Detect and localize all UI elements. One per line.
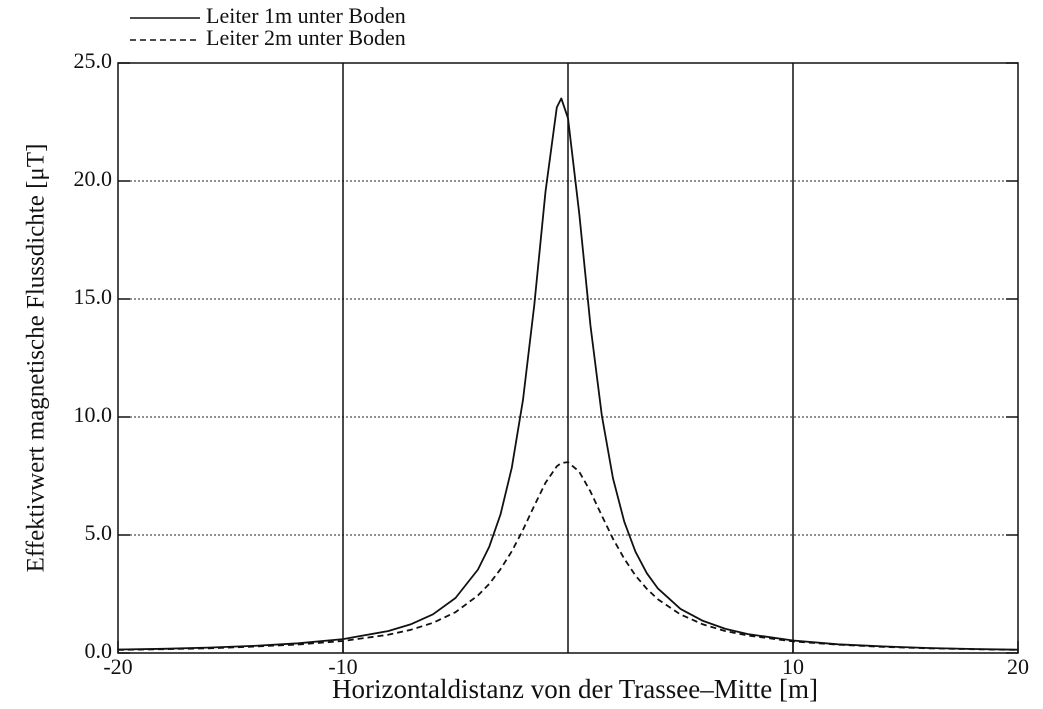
y-tick-label: 25.0 bbox=[74, 48, 113, 73]
data-line bbox=[117, 97, 1019, 651]
data-line bbox=[117, 461, 1019, 651]
y-axis-label: Effektivwert magnetische Flussdichte [μT… bbox=[23, 144, 50, 573]
y-tick-label: 0.0 bbox=[85, 638, 113, 663]
x-tick-label: -20 bbox=[103, 654, 132, 679]
y-tick-label: 15.0 bbox=[74, 284, 113, 309]
x-tick-label: -10 bbox=[328, 654, 357, 679]
x-tick-label: 20 bbox=[1007, 654, 1029, 679]
x-axis-label: Horizontaldistanz von der Trassee–Mitte … bbox=[332, 674, 818, 704]
legend-label: Leiter 1m unter Boden bbox=[206, 3, 406, 28]
x-tick-label: 10 bbox=[782, 654, 804, 679]
y-tick-label: 20.0 bbox=[74, 166, 113, 191]
y-tick-label: 5.0 bbox=[85, 520, 113, 545]
plot-frame bbox=[117, 62, 1019, 654]
legend-label: Leiter 2m unter Boden bbox=[206, 25, 406, 50]
y-tick-label: 10.0 bbox=[74, 402, 113, 427]
